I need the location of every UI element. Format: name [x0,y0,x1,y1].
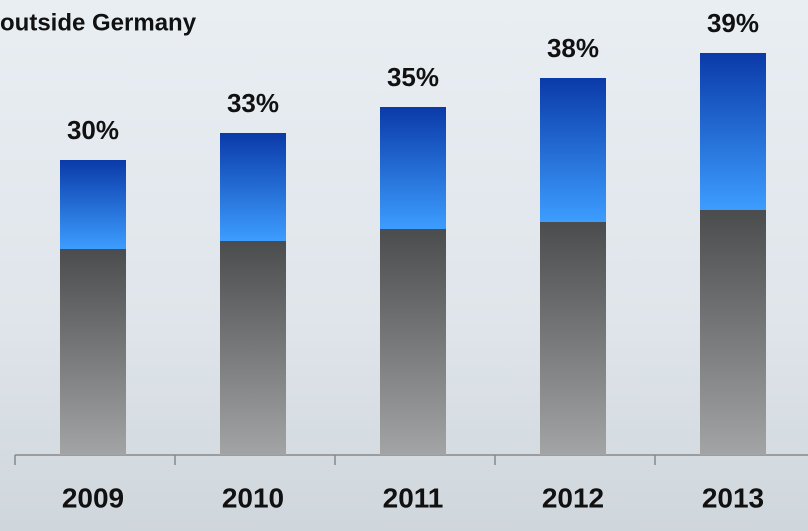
bar-segment [540,78,606,222]
bar-segment [700,53,766,210]
x-tick-label: 2010 [222,482,284,513]
data-label: 35% [387,62,439,92]
bar-segment [380,107,446,229]
bar-segment [540,222,606,455]
chart-title: outside Germany [0,9,197,36]
bar-segment [700,210,766,455]
x-tick-label: 2009 [62,482,124,513]
x-tick-label: 2012 [542,482,604,513]
data-label: 39% [707,8,759,38]
x-tick-label: 2013 [702,482,764,513]
data-label: 33% [227,88,279,118]
bar-segment [220,241,286,455]
bar-segment [60,160,126,249]
bar-segment [60,249,126,455]
data-label: 30% [67,115,119,145]
data-label: 38% [547,33,599,63]
bar-segment [380,229,446,455]
bar-segment [220,133,286,241]
x-tick-label: 2011 [383,482,444,513]
